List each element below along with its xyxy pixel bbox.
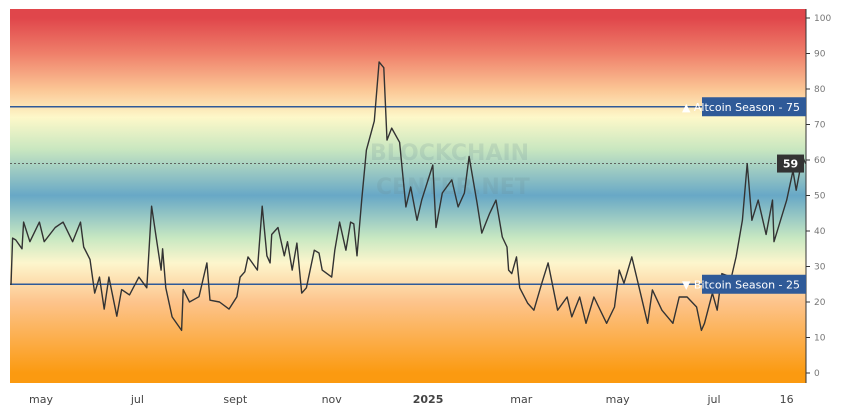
y-tick-label: 60 (814, 156, 826, 166)
x-tick-label: may (606, 393, 630, 406)
current-value-tag: 59 (777, 154, 804, 173)
x-tick-label: 2025 (413, 393, 444, 406)
y-tick-label: 10 (814, 334, 826, 344)
x-tick-label: may (29, 393, 53, 406)
y-tick-label: 70 (814, 121, 826, 131)
reference-tag-box (702, 274, 806, 294)
watermark-logo: BLOCKCHAIN (370, 141, 529, 166)
y-tick-label: 100 (814, 14, 831, 24)
y-tick-label: 90 (814, 50, 826, 60)
current-value-label: 59 (783, 158, 798, 171)
x-tick-label: jul (706, 393, 720, 406)
reference-tag-label: ▼ Bitcoin Season - 25 (682, 278, 800, 291)
y-tick-label: 40 (814, 227, 826, 237)
x-tick-label: sept (223, 393, 247, 406)
reference-tag-label: ▲ Altcoin Season - 75 (682, 101, 800, 114)
x-tick-label: jul (130, 393, 144, 406)
y-tick-label: 30 (814, 263, 826, 273)
reference-tag-box (702, 97, 806, 117)
y-tick-label: 20 (814, 298, 826, 308)
current-value-box (777, 154, 804, 173)
x-tick-label: 16 (780, 393, 794, 406)
y-tick-label: 0 (814, 369, 820, 379)
y-tick-label: 50 (814, 192, 826, 202)
x-tick-label: nov (322, 393, 343, 406)
series-line (10, 61, 807, 332)
y-tick-label: 80 (814, 85, 826, 95)
x-tick-label: mar (510, 393, 532, 406)
